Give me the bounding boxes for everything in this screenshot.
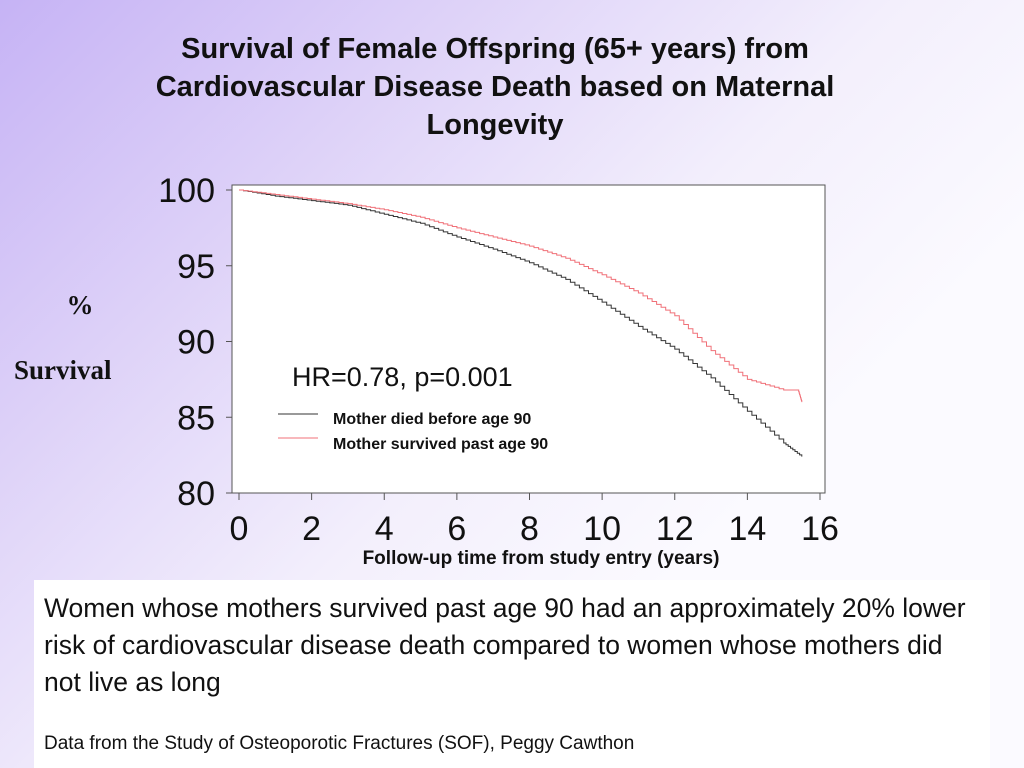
source-citation: Data from the Study of Osteoporotic Frac…	[44, 733, 635, 754]
x-tick-label: 10	[583, 510, 621, 548]
y-tick-label: 100	[158, 172, 215, 210]
x-tick-label: 8	[520, 510, 539, 548]
summary-textbox: Women whose mothers survived past age 90…	[34, 580, 990, 768]
y-tick-label: 95	[177, 248, 215, 286]
series-line-mother-died	[239, 189, 803, 457]
x-axis-title: Follow-up time from study entry (years)	[363, 548, 720, 569]
y-tick-label: 80	[177, 475, 215, 513]
y-axis: 100 95 90 85 80	[158, 172, 232, 513]
x-tick-label: 4	[375, 510, 394, 548]
x-tick-label: 6	[447, 510, 466, 548]
x-tick-label: 0	[230, 510, 249, 548]
legend: Mother died before age 90 Mother survive…	[278, 411, 548, 453]
legend-label-mother-survived: Mother survived past age 90	[333, 436, 548, 453]
survival-chart: 100 95 90 85 80 0 2 4 6 8 10 12 14 16 HR=0.78, p=0.0…	[158, 172, 839, 569]
x-axis: 0 2 4 6 8 10 12 14 16	[230, 493, 839, 548]
legend-label-mother-died: Mother died before age 90	[333, 411, 531, 428]
y-axis-label-survival: Survival	[14, 355, 112, 385]
series-line-mother-survived	[239, 189, 803, 403]
x-tick-label: 14	[728, 510, 766, 548]
y-tick-label: 85	[177, 399, 215, 437]
y-axis-label-percent: %	[66, 290, 94, 320]
x-tick-label: 2	[302, 510, 321, 548]
series-layer	[239, 189, 803, 457]
plot-area	[231, 184, 826, 494]
y-tick-label: 90	[177, 324, 215, 362]
x-tick-label: 12	[656, 510, 694, 548]
hazard-ratio-annotation: HR=0.78, p=0.001	[292, 362, 513, 392]
slide-title: Survival of Female Offspring (65+ years)…	[155, 33, 835, 141]
x-tick-label: 16	[801, 510, 839, 548]
finding-text: Women whose mothers survived past age 90…	[44, 593, 966, 697]
